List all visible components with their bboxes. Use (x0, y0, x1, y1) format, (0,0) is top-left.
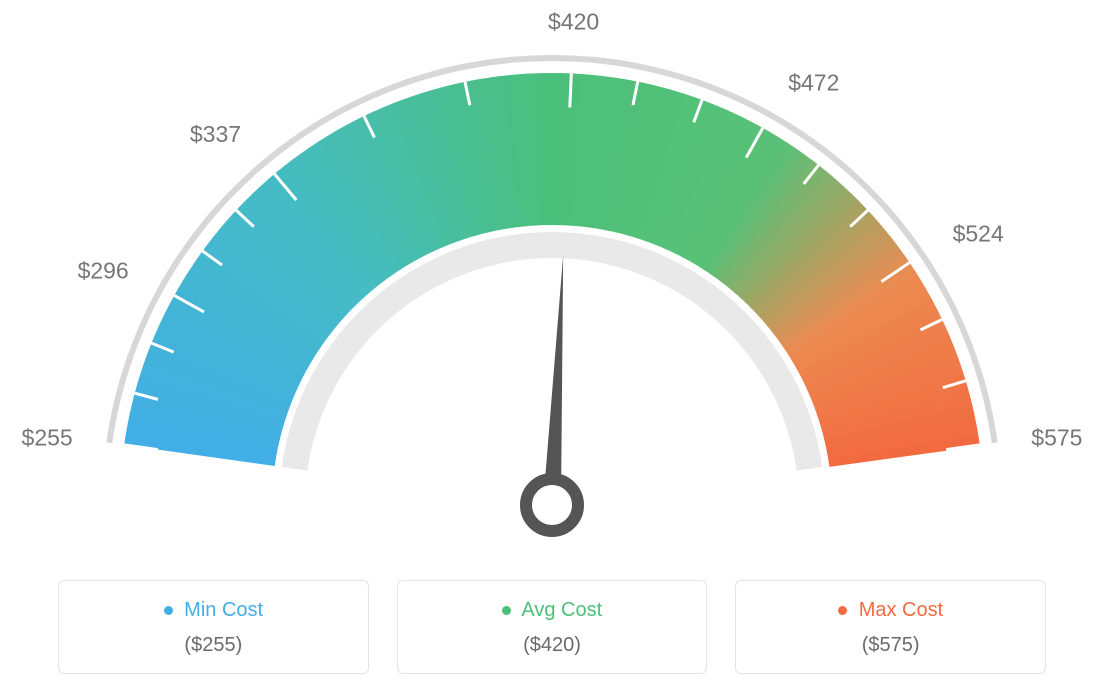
legend-label: Min Cost (69, 599, 358, 622)
legend-row: Min Cost ($255) Avg Cost ($420) Max Cost… (0, 580, 1104, 674)
needle-hub (526, 479, 578, 531)
legend-box: Min Cost ($255) (58, 580, 369, 674)
legend-label: Max Cost (746, 599, 1035, 622)
legend-value: ($420) (408, 634, 697, 657)
tick-label: $420 (548, 8, 599, 34)
legend-label-text: Min Cost (184, 599, 263, 621)
gauge-chart-container: $255 $296 $337 $420 $472 $524 $575 Min Cost ($… (0, 0, 1104, 690)
tick-label: $255 (22, 425, 73, 451)
needle (543, 255, 563, 505)
legend-dot-icon (838, 606, 847, 615)
legend-dot-icon (164, 606, 173, 615)
legend-dot-icon (502, 606, 511, 615)
legend-label-text: Avg Cost (521, 599, 602, 621)
tick-label: $296 (78, 257, 129, 283)
legend-label-text: Max Cost (859, 599, 943, 621)
tick-label: $575 (1031, 425, 1082, 451)
tick-label: $524 (953, 220, 1004, 246)
legend-value: ($575) (746, 634, 1035, 657)
legend-value: ($255) (69, 634, 358, 657)
legend-box: Max Cost ($575) (735, 580, 1046, 674)
tick-label: $472 (788, 70, 839, 96)
legend-label: Avg Cost (408, 599, 697, 622)
tick-label: $337 (190, 121, 241, 147)
legend-box: Avg Cost ($420) (397, 580, 708, 674)
